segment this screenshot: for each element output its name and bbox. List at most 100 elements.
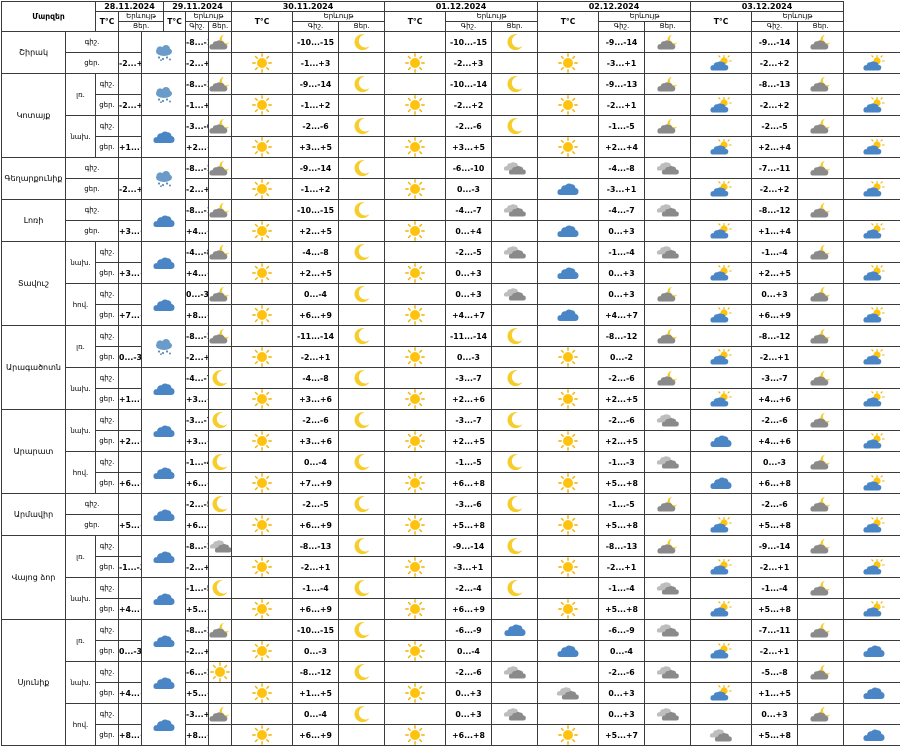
partly-cloudy-day-icon <box>691 347 752 368</box>
temperature-range: -1...-3 <box>119 557 142 578</box>
temperature-range: -1...-4 <box>186 452 209 473</box>
moon-icon <box>209 494 232 515</box>
sun-icon <box>538 599 599 620</box>
temperature-range: +4...+7 <box>186 221 209 242</box>
temperature-range: -2...+2 <box>752 179 798 200</box>
empty-icon-cell <box>209 389 232 410</box>
sun-icon <box>232 53 293 74</box>
rain-cloud-icon <box>538 305 599 326</box>
time-of-day-label: գիշ. <box>96 578 119 599</box>
empty-icon-cell <box>691 494 752 515</box>
empty-icon-cell <box>232 32 293 53</box>
temperature-range: 0...+3 <box>599 683 645 704</box>
partly-cloudy-day-icon <box>844 557 900 578</box>
empty-icon-cell <box>538 74 599 95</box>
temperature-range: +6...+9 <box>293 515 339 536</box>
empty-icon-cell <box>798 221 844 242</box>
empty-icon-cell <box>645 515 691 536</box>
temperature-range <box>119 116 142 137</box>
snow-cloud-icon <box>142 326 186 368</box>
empty-icon-cell <box>492 515 538 536</box>
time-of-day-label: ցեր. <box>96 473 119 494</box>
empty-icon-cell <box>538 32 599 53</box>
temperature-range: -3...+1 <box>599 53 645 74</box>
temperature-header: T°C <box>691 12 752 32</box>
temperature-range: 0...+3 <box>752 704 798 725</box>
empty-icon-cell <box>339 683 385 704</box>
empty-icon-cell <box>538 662 599 683</box>
temperature-range <box>119 32 142 53</box>
zone-label: նախ. <box>66 662 96 704</box>
partly-cloudy-night-icon <box>798 158 844 179</box>
empty-icon-cell <box>538 620 599 641</box>
partly-cloudy-day-icon <box>691 221 752 242</box>
empty-icon-cell <box>339 725 385 746</box>
temperature-range <box>119 704 142 725</box>
partly-cloudy-night-icon <box>798 620 844 641</box>
temperature-range: +7...+9 <box>293 473 339 494</box>
temperature-range: -7...-11 <box>752 620 798 641</box>
empty-icon-cell <box>232 410 293 431</box>
moon-icon <box>492 368 538 389</box>
temperature-range: -2...+3 <box>446 53 492 74</box>
empty-icon-cell <box>339 557 385 578</box>
temperature-range: -2...+1 <box>119 179 142 200</box>
empty-icon-cell <box>209 557 232 578</box>
moon-icon <box>492 74 538 95</box>
partly-cloudy-day-icon <box>691 137 752 158</box>
partly-cloudy-night-icon <box>209 284 232 305</box>
table-row: հով.գիշ.-1...-40...-4-1...-5-1...-30...-… <box>2 452 900 473</box>
temperature-range <box>119 74 142 95</box>
temperature-range: +5...+8 <box>752 725 798 746</box>
temperature-range: +2...+5 <box>293 263 339 284</box>
temperature-range: +2...+4 <box>752 137 798 158</box>
empty-icon-cell <box>798 53 844 74</box>
forecast-body: Շիրակգիշ.-8...-13-10...-15-10...-15-9...… <box>2 32 900 746</box>
zone-label: լռ. <box>66 74 96 116</box>
empty-icon-cell <box>492 305 538 326</box>
empty-icon-cell <box>538 536 599 557</box>
cloudy-icon <box>645 200 691 221</box>
sun-icon <box>538 431 599 452</box>
temperature-range: -2...+1 <box>752 641 798 662</box>
temperature-range: 0...+3 <box>599 221 645 242</box>
table-row: ցեր.0...-3-2...+10...-30...-40...-4-2...… <box>2 641 900 662</box>
time-of-day-label: գիշ. <box>66 200 119 221</box>
temperature-range: -10...-15 <box>293 200 339 221</box>
partly-cloudy-night-icon <box>209 74 232 95</box>
empty-icon-cell <box>492 683 538 704</box>
table-row: նախ.գիշ.-6...-10-8...-12-2...-6-2...-6-5… <box>2 662 900 683</box>
empty-icon-cell <box>645 95 691 116</box>
temperature-range: -8...-13 <box>186 326 209 347</box>
partly-cloudy-day-icon <box>691 683 752 704</box>
empty-icon-cell <box>385 32 446 53</box>
cloudy-icon <box>645 704 691 725</box>
temperature-range: -2...+1 <box>119 95 142 116</box>
temperature-range: 0...+3 <box>599 284 645 305</box>
partly-cloudy-day-icon <box>844 95 900 116</box>
empty-icon-cell <box>844 32 900 53</box>
sun-icon <box>538 473 599 494</box>
empty-icon-cell <box>339 221 385 242</box>
temperature-range <box>119 158 142 179</box>
empty-icon-cell <box>209 725 232 746</box>
partly-cloudy-night-icon <box>798 704 844 725</box>
temperature-range <box>119 536 142 557</box>
moon-icon <box>492 494 538 515</box>
cloudy-icon <box>209 536 232 557</box>
partly-cloudy-day-icon <box>844 305 900 326</box>
temperature-range: -8...-13 <box>186 32 209 53</box>
rain-cloud-icon <box>844 725 900 746</box>
empty-icon-cell <box>645 305 691 326</box>
partly-cloudy-night-icon <box>798 452 844 473</box>
empty-icon-cell <box>232 620 293 641</box>
zone-label: լռ. <box>66 536 96 578</box>
temperature-range <box>119 620 142 641</box>
rain-cloud-icon <box>844 641 900 662</box>
empty-icon-cell <box>798 725 844 746</box>
temperature-range: +4...+7 <box>599 305 645 326</box>
temperature-range: -8...-12 <box>599 326 645 347</box>
empty-icon-cell <box>385 368 446 389</box>
sun-icon <box>232 389 293 410</box>
partly-cloudy-day-icon <box>844 221 900 242</box>
